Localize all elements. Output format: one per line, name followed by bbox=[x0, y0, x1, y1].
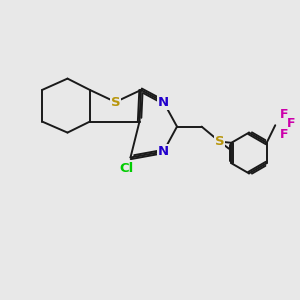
Text: N: N bbox=[158, 145, 169, 158]
Text: F: F bbox=[286, 117, 295, 130]
Text: N: N bbox=[158, 95, 169, 109]
Text: Cl: Cl bbox=[120, 162, 134, 176]
Text: F: F bbox=[279, 108, 288, 121]
Text: S: S bbox=[215, 135, 224, 148]
Text: F: F bbox=[279, 128, 288, 141]
Text: S: S bbox=[111, 95, 120, 109]
